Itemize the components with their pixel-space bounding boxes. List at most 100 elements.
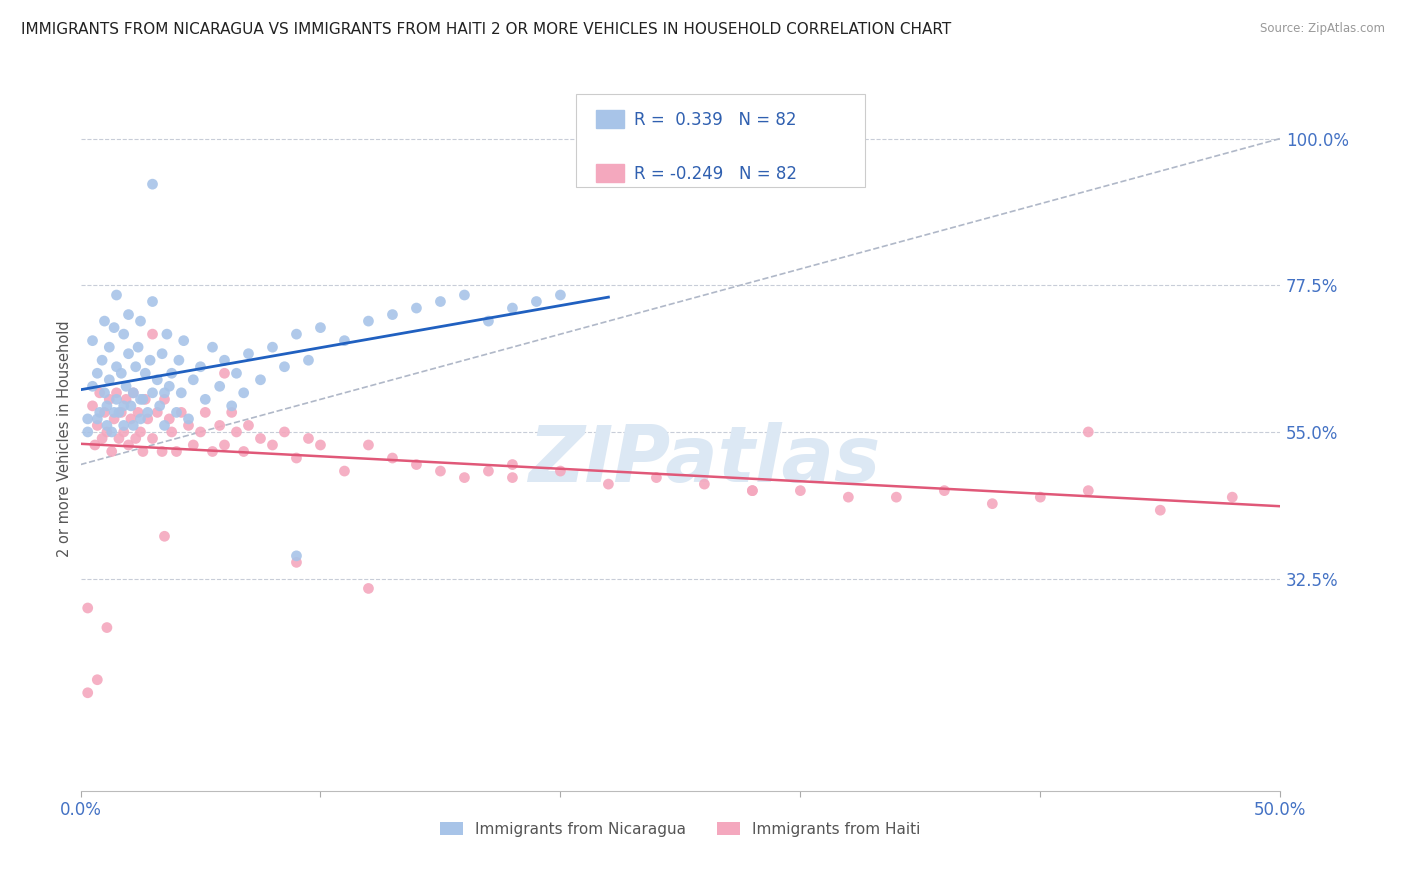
Point (357, 438, 380, 452)
Point (181, 373, 204, 387)
Point (550, 464, 572, 478)
Point (1077, 483, 1099, 498)
Point (156, 327, 179, 342)
Point (84, 438, 107, 452)
Point (194, 392, 217, 407)
Point (141, 294, 163, 309)
Point (117, 308, 139, 322)
Point (1149, 503, 1171, 517)
Point (89, 385, 111, 400)
Point (232, 385, 254, 400)
Point (501, 470, 523, 484)
Point (93, 405, 115, 419)
Point (82, 334, 104, 348)
Point (129, 425, 152, 439)
Point (173, 334, 195, 348)
Point (477, 464, 499, 478)
Point (214, 438, 236, 452)
Point (125, 359, 148, 374)
Point (153, 418, 176, 433)
Point (108, 405, 131, 419)
Point (103, 320, 125, 334)
Point (526, 294, 548, 309)
Point (146, 405, 169, 419)
Point (122, 418, 145, 433)
Point (357, 314, 380, 328)
Point (214, 353, 236, 368)
Point (837, 490, 859, 504)
Point (453, 470, 475, 484)
Point (238, 347, 260, 361)
Point (127, 340, 149, 354)
Point (273, 359, 295, 374)
Point (249, 373, 271, 387)
Point (262, 340, 284, 354)
Text: R =  0.339   N = 82: R = 0.339 N = 82 (634, 111, 797, 128)
Point (134, 392, 156, 407)
Point (405, 458, 427, 472)
Point (82, 379, 104, 393)
Point (141, 177, 163, 191)
Point (453, 288, 475, 302)
Point (89, 405, 111, 419)
Point (132, 444, 155, 458)
Point (333, 334, 356, 348)
Point (225, 425, 247, 439)
Point (96, 425, 118, 439)
Point (129, 392, 152, 407)
Point (501, 458, 523, 472)
Point (112, 425, 135, 439)
Y-axis label: 2 or more Vehicles in Household: 2 or more Vehicles in Household (58, 320, 72, 557)
Point (598, 477, 620, 491)
Point (157, 412, 180, 426)
Point (741, 483, 763, 498)
Point (789, 483, 811, 498)
Point (105, 288, 128, 302)
Point (309, 320, 332, 334)
Point (139, 353, 162, 368)
Point (201, 340, 224, 354)
Point (129, 412, 152, 426)
Point (249, 432, 271, 446)
Point (297, 432, 319, 446)
Point (120, 399, 142, 413)
Text: R = -0.249   N = 82: R = -0.249 N = 82 (634, 165, 797, 183)
Point (285, 549, 308, 563)
Point (122, 385, 145, 400)
Point (129, 314, 152, 328)
Point (501, 301, 523, 315)
Point (150, 347, 173, 361)
Point (153, 392, 176, 407)
Point (86, 418, 108, 433)
Point (285, 450, 308, 465)
Point (76, 601, 98, 615)
Point (405, 301, 427, 315)
Point (117, 347, 139, 361)
Point (262, 438, 284, 452)
Legend: Immigrants from Nicaragua, Immigrants from Haiti: Immigrants from Nicaragua, Immigrants fr… (434, 815, 927, 843)
Point (1029, 490, 1052, 504)
Point (166, 444, 188, 458)
Point (136, 412, 159, 426)
Point (105, 385, 128, 400)
Point (112, 418, 135, 433)
Point (76, 686, 98, 700)
Point (134, 366, 156, 380)
Point (238, 418, 260, 433)
Point (110, 366, 132, 380)
Point (357, 582, 380, 596)
Point (82, 399, 104, 413)
Point (934, 483, 956, 498)
Point (115, 379, 138, 393)
Point (232, 444, 254, 458)
Point (693, 477, 716, 491)
Point (127, 405, 149, 419)
Point (550, 288, 572, 302)
Point (132, 392, 155, 407)
Point (170, 405, 193, 419)
Point (120, 412, 142, 426)
Point (153, 385, 176, 400)
Point (177, 412, 200, 426)
Point (645, 470, 668, 484)
Point (105, 359, 128, 374)
